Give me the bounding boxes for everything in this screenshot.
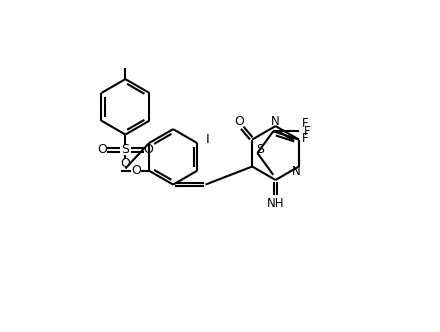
Text: O: O	[131, 164, 141, 177]
Text: F: F	[302, 132, 309, 145]
Text: O: O	[97, 143, 107, 156]
Text: N: N	[292, 165, 301, 178]
Text: F: F	[302, 117, 309, 130]
Text: S: S	[121, 143, 129, 156]
Text: N: N	[271, 115, 280, 128]
Text: O: O	[234, 116, 244, 128]
Text: I: I	[206, 133, 210, 146]
Text: F: F	[304, 125, 311, 138]
Text: S: S	[256, 143, 264, 156]
Text: O: O	[121, 157, 130, 170]
Text: O: O	[143, 143, 154, 156]
Text: NH: NH	[267, 197, 284, 210]
